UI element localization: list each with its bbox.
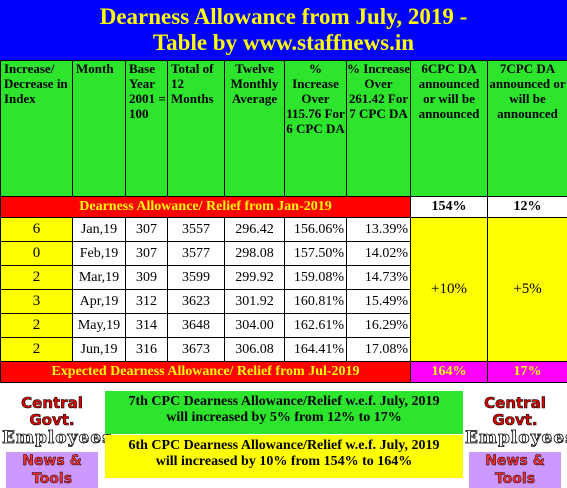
- increase-da-6cpc: +10%: [411, 218, 488, 362]
- header-base: Base Year 2001 = 100: [126, 61, 168, 197]
- cell-total: 3599: [168, 266, 225, 290]
- cell-pct-6cpc: 162.61%: [285, 314, 347, 338]
- cell-average: 304.00: [225, 314, 285, 338]
- logo-right: Central Govt. Employees News & Tools: [465, 393, 565, 477]
- note-7cpc-line-2: will increased by 5% from 12% to 17%: [105, 410, 463, 426]
- header-pct-6cpc: % Increase Over 115.76 For 6 CPC DA: [285, 61, 347, 197]
- logo-line-2: Employees: [465, 429, 565, 448]
- cell-average: 298.08: [225, 242, 285, 266]
- expected-band-row: Expected Dearness Allowance/ Relief from…: [1, 362, 567, 383]
- cell-base: 316: [126, 338, 168, 362]
- cell-total: 3557: [168, 218, 225, 242]
- cell-average: 306.08: [225, 338, 285, 362]
- logo-line-3: News & Tools: [6, 452, 98, 488]
- logo-line-2: Employees: [2, 429, 102, 448]
- cell-total: 3623: [168, 290, 225, 314]
- cell-month: Jun,19: [73, 338, 126, 362]
- note-7cpc-line-1: 7th CPC Dearness Allowance/Relief w.e.f.…: [105, 394, 463, 410]
- cell-total: 3648: [168, 314, 225, 338]
- page-title: Dearness Allowance from July, 2019 - Tab…: [0, 0, 567, 60]
- table-row: 6 Jan,19 307 3557 296.42 156.06% 13.39% …: [1, 218, 567, 242]
- cell-average: 299.92: [225, 266, 285, 290]
- cell-base: 314: [126, 314, 168, 338]
- logo-line-1: Central Govt.: [465, 395, 565, 429]
- expected-da-6cpc: 164%: [411, 362, 488, 383]
- cell-pct-7cpc: 14.73%: [347, 266, 411, 290]
- header-row: Increase/ Decrease in Index Month Base Y…: [1, 61, 567, 197]
- cell-pct-7cpc: 14.02%: [347, 242, 411, 266]
- cell-total: 3577: [168, 242, 225, 266]
- cell-month: Apr,19: [73, 290, 126, 314]
- header-pct-7cpc: % Increase Over 261.42 For 7 CPC DA: [347, 61, 411, 197]
- expected-da-7cpc: 17%: [488, 362, 567, 383]
- jan-band-row: Dearness Allowance/ Relief from Jan-2019…: [1, 197, 567, 218]
- note-6cpc-line-1: 6th CPC Dearness Allowance/Relief w.e.f.…: [105, 438, 463, 454]
- cell-average: 296.42: [225, 218, 285, 242]
- header-total: Total of 12 Months: [168, 61, 225, 197]
- cell-base: 307: [126, 242, 168, 266]
- cell-pct-6cpc: 157.50%: [285, 242, 347, 266]
- cell-increase: 2: [1, 266, 73, 290]
- header-increase: Increase/ Decrease in Index: [1, 61, 73, 197]
- note-6cpc-line-2: will increased by 10% from 154% to 164%: [105, 454, 463, 470]
- cell-month: Jan,19: [73, 218, 126, 242]
- cell-base: 307: [126, 218, 168, 242]
- cell-month: Mar,19: [73, 266, 126, 290]
- cell-increase: 2: [1, 338, 73, 362]
- cell-increase: 2: [1, 314, 73, 338]
- title-line-2: Table by www.staffnews.in: [0, 30, 567, 56]
- da-table: Increase/ Decrease in Index Month Base Y…: [0, 60, 567, 383]
- cell-total: 3673: [168, 338, 225, 362]
- cell-base: 312: [126, 290, 168, 314]
- cell-pct-6cpc: 164.41%: [285, 338, 347, 362]
- cell-average: 301.92: [225, 290, 285, 314]
- jan-da-7cpc: 12%: [488, 197, 567, 218]
- cell-increase: 0: [1, 242, 73, 266]
- header-average: Twelve Monthly Average: [225, 61, 285, 197]
- cell-month: May,19: [73, 314, 126, 338]
- logo-line-1: Central Govt.: [2, 395, 102, 429]
- title-line-1: Dearness Allowance from July, 2019 -: [0, 4, 567, 30]
- jan-band-label: Dearness Allowance/ Relief from Jan-2019: [1, 197, 411, 218]
- increase-da-7cpc: +5%: [488, 218, 567, 362]
- cell-pct-7cpc: 15.49%: [347, 290, 411, 314]
- cell-base: 309: [126, 266, 168, 290]
- footer: Central Govt. Employees News & Tools 7th…: [0, 391, 567, 479]
- cell-increase: 6: [1, 218, 73, 242]
- cell-pct-6cpc: 160.81%: [285, 290, 347, 314]
- cell-pct-6cpc: 159.08%: [285, 266, 347, 290]
- jan-da-6cpc: 154%: [411, 197, 488, 218]
- cell-increase: 3: [1, 290, 73, 314]
- cell-pct-7cpc: 16.29%: [347, 314, 411, 338]
- cell-month: Feb,19: [73, 242, 126, 266]
- logo-left: Central Govt. Employees News & Tools: [2, 393, 102, 477]
- header-month: Month: [73, 61, 126, 197]
- cell-pct-7cpc: 13.39%: [347, 218, 411, 242]
- logo-line-3: News & Tools: [469, 452, 561, 488]
- note-7cpc: 7th CPC Dearness Allowance/Relief w.e.f.…: [105, 391, 463, 434]
- cell-pct-6cpc: 156.06%: [285, 218, 347, 242]
- expected-band-label: Expected Dearness Allowance/ Relief from…: [1, 362, 411, 383]
- cell-pct-7cpc: 17.08%: [347, 338, 411, 362]
- header-da-7cpc: 7CPC DA announced or will be announced: [488, 61, 567, 197]
- note-6cpc: 6th CPC Dearness Allowance/Relief w.e.f.…: [105, 435, 463, 478]
- header-da-6cpc: 6CPC DA announced or will be announced: [411, 61, 488, 197]
